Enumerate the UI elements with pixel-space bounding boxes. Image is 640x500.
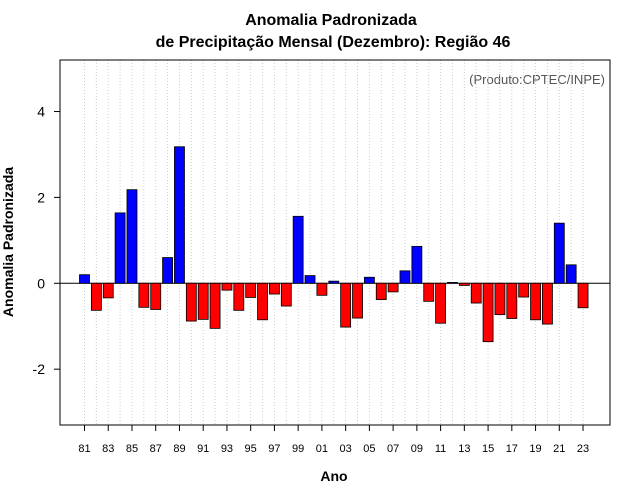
bar-2001 (316, 282, 328, 296)
x-tick-label: 83 (102, 443, 114, 455)
bar-2022 (565, 264, 577, 284)
x-tick-label: 91 (197, 443, 209, 455)
x-tick-label: 03 (340, 443, 352, 455)
chart-title-line1: Anomalia Padronizada (245, 12, 417, 29)
bar-1992 (209, 282, 221, 329)
bar-2006 (375, 282, 387, 301)
x-tick-label: 05 (363, 443, 375, 455)
bar-2000 (304, 275, 316, 284)
bar-1998 (280, 282, 292, 307)
bar-1981 (79, 274, 90, 284)
y-axis: -2 0 2 4 (33, 104, 60, 377)
x-tick-label: 23 (577, 443, 589, 455)
credit-label: (Produto:CPTEC/INPE) (469, 72, 605, 87)
bar-1984 (114, 212, 126, 284)
bar-1988 (162, 257, 173, 284)
bar-2021 (553, 222, 565, 284)
bar-2007 (387, 282, 399, 293)
bar-1995 (245, 282, 257, 298)
bar-2017 (506, 282, 518, 319)
bar-2016 (494, 282, 506, 316)
chart-title-line2: de Precipitação Mensal (Dezembro): Regiã… (156, 34, 511, 51)
bar-2012 (447, 282, 458, 284)
bar-1993 (221, 282, 233, 291)
x-tick-label: 85 (126, 443, 138, 455)
bar-2020 (542, 282, 553, 325)
bar-1994 (233, 282, 245, 311)
y-tick-label: -2 (33, 361, 46, 377)
y-tick-label: 2 (37, 189, 45, 205)
bar-1999 (292, 215, 304, 284)
bar-2011 (435, 282, 447, 324)
bar-1986 (138, 282, 150, 308)
bar-2009 (411, 245, 423, 284)
x-tick-label: 01 (316, 443, 328, 455)
bar-2003 (340, 282, 352, 328)
x-tick-label: 95 (245, 443, 257, 455)
x-tick-label: 87 (150, 443, 162, 455)
bar-2014 (470, 282, 482, 304)
bar-1990 (185, 282, 197, 322)
x-tick-label: 81 (78, 443, 90, 455)
bar-2005 (363, 276, 375, 284)
x-tick-label: 13 (458, 443, 470, 455)
bar-1997 (269, 282, 280, 295)
x-axis: 81 83 85 87 89 91 93 95 97 99 01 03 05 07 09 11 13 15 17 19… (78, 425, 589, 455)
y-tick-label: 4 (37, 104, 45, 120)
y-tick-label: 0 (37, 275, 45, 291)
bar-1989 (174, 146, 185, 284)
x-tick-label: 99 (292, 443, 304, 455)
bars (79, 146, 589, 343)
x-tick-label: 19 (529, 443, 541, 455)
bar-2008 (399, 270, 411, 284)
bar-1996 (257, 282, 268, 321)
bar-1991 (197, 282, 209, 320)
bar-2002 (328, 280, 340, 284)
grid-lines (84, 60, 584, 425)
bar-2013 (458, 282, 470, 286)
x-tick-label: 07 (387, 443, 399, 455)
bar-2010 (423, 282, 435, 302)
x-tick-label: 15 (482, 443, 494, 455)
x-tick-label: 93 (221, 443, 233, 455)
x-axis-label: Ano (320, 468, 347, 484)
x-tick-label: 11 (435, 443, 446, 455)
bar-1985 (126, 189, 138, 284)
bar-1982 (90, 282, 102, 311)
bar-2015 (482, 282, 494, 343)
x-tick-label: 21 (553, 443, 565, 455)
bar-2004 (352, 282, 363, 319)
bar-1983 (102, 282, 114, 299)
bar-2018 (518, 282, 530, 298)
x-tick-label: 17 (506, 443, 518, 455)
y-axis-label: Anomalia Padronizada (0, 167, 16, 317)
bar-1987 (150, 282, 162, 310)
x-tick-label: 09 (411, 443, 423, 455)
x-tick-label: 97 (268, 443, 280, 455)
bar-2019 (530, 282, 541, 321)
x-tick-label: 89 (173, 443, 185, 455)
bar-2023 (577, 282, 589, 309)
plot-frame (59, 59, 611, 426)
